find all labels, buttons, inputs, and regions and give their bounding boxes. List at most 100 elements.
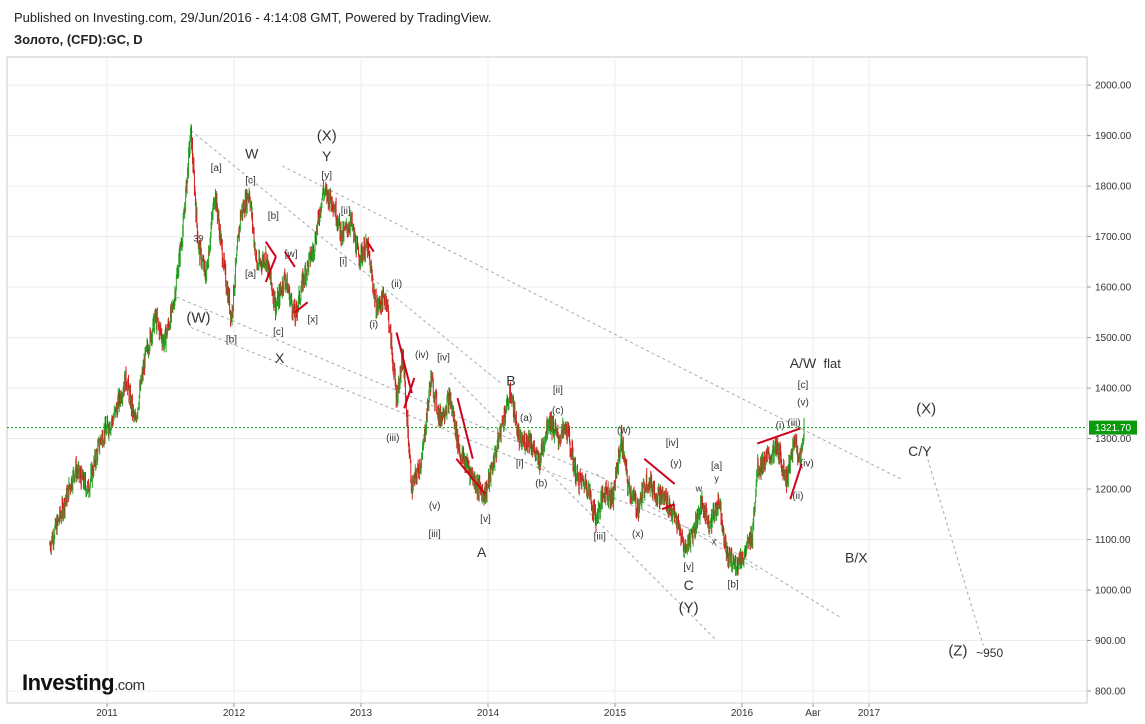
wave-label: (y) [670, 458, 682, 469]
y-tick-label: 1100.00 [1095, 535, 1131, 546]
wave-line [294, 301, 309, 314]
wave-label: (iii) [386, 433, 399, 444]
wave-label: (b) [535, 479, 547, 490]
wave-label: x [712, 537, 717, 547]
wave-label: (a) [520, 413, 532, 424]
wave-lines [264, 241, 803, 511]
x-tick-label: 2016 [731, 708, 754, 719]
wave-line [366, 241, 375, 253]
wave-label: [c] [273, 327, 284, 338]
y-tick-label: 1900.00 [1095, 131, 1132, 142]
wave-label: [i] [339, 256, 347, 267]
wave-label: [iii] [594, 532, 606, 543]
wave-line [455, 458, 487, 495]
wave-label: (v) [797, 398, 809, 409]
wave-label: [a] [245, 269, 256, 280]
wave-label: y [714, 473, 719, 483]
wave-line [403, 377, 416, 409]
wave-line [283, 251, 296, 268]
trend-line [713, 539, 842, 619]
x-tick-label: 2011 [96, 708, 118, 719]
y-tick-label: 1300.00 [1095, 434, 1132, 445]
wave-label: (W) [186, 309, 210, 326]
wave-line [395, 332, 413, 394]
wave-label: (Y) [679, 600, 699, 617]
y-tick-label: 1600.00 [1095, 283, 1132, 294]
wave-line [661, 503, 676, 511]
wave-line [264, 256, 277, 283]
investing-logo: Investing.com [22, 670, 145, 696]
trend-line [449, 372, 717, 641]
logo-suffix: .com [114, 677, 145, 694]
wave-label: [ii] [341, 206, 351, 217]
wave-label: w [695, 484, 703, 494]
wave-label: C/Y [908, 443, 932, 459]
wave-label: A/W [790, 355, 817, 371]
wave-line [756, 427, 801, 445]
wave-label: (w) [617, 426, 631, 437]
wave-label: [iv] [437, 352, 450, 363]
y-tick-label: 1400.00 [1095, 384, 1132, 395]
wave-label: (iii) [787, 418, 800, 429]
price-label-box [1089, 420, 1137, 435]
x-tick-label: 2014 [477, 708, 500, 719]
wave-label: (Z) [948, 643, 967, 660]
wave-label: [b] [268, 211, 279, 222]
trend-line [282, 165, 901, 480]
wave-label: (x) [632, 529, 644, 540]
wave-label: [y] [321, 171, 332, 182]
wave-label: A [477, 544, 487, 560]
wave-label: B/X [845, 549, 868, 565]
trend-lines [176, 130, 984, 646]
x-tick-label: 2012 [223, 708, 246, 719]
y-tick-label: 1700.00 [1095, 232, 1132, 243]
wave-line [643, 457, 676, 485]
wave-label: [x] [307, 314, 318, 325]
wave-line [264, 241, 277, 258]
published-caption: Published on Investing.com, 29/Jun/2016 … [14, 10, 492, 25]
y-tick-label: 900.00 [1095, 636, 1126, 647]
wave-label: [b] [226, 335, 237, 346]
chart-frame [6, 56, 1088, 704]
wave-label: flat [823, 356, 841, 371]
wave-label: ~950 [976, 646, 1003, 660]
wave-label: (X) [317, 128, 337, 145]
wave-label: (ii) [792, 491, 803, 502]
wave-label: (i) [369, 319, 378, 330]
wave-label: X [275, 350, 285, 366]
symbol-title: Золото, (CFD):GC, D [14, 32, 143, 47]
trend-line [190, 130, 502, 384]
wave-label: W [245, 145, 259, 161]
y-tick-label: 2000.00 [1095, 81, 1132, 92]
wave-label: (v) [429, 501, 441, 512]
wave-line [789, 463, 803, 500]
wave-label: [ii] [553, 385, 563, 396]
wave-label: [b] [728, 579, 739, 590]
wave-label: [v] [683, 562, 694, 573]
x-tick-label: 2017 [858, 708, 881, 719]
wave-label: [a] [211, 163, 222, 174]
trend-line [925, 453, 984, 646]
y-tick-label: 1000.00 [1095, 586, 1132, 597]
wave-annotations: (X) Y W [y] [c] [a] [ii] [b] 39 [w] [i] [a] (ii) (W) [… [186, 128, 1003, 661]
wave-label: [a] [711, 461, 722, 472]
wave-label: (iv) [415, 350, 429, 361]
x-tick-label: 2013 [350, 708, 373, 719]
wave-label: [c] [245, 176, 256, 187]
current-price: 1321.70 [7, 420, 1137, 435]
grid [7, 57, 1087, 703]
wave-label: [iii] [429, 529, 441, 540]
wave-label: (i) [776, 420, 785, 431]
y-tick-label: 1500.00 [1095, 333, 1132, 344]
wave-label: [i] [516, 458, 524, 469]
x-tick-label: 2015 [604, 708, 627, 719]
logo-brand: Investing [22, 670, 115, 695]
wave-label: (iv) [800, 458, 814, 469]
trend-line [190, 327, 717, 540]
wave-label: C [684, 577, 694, 593]
wave-label: 39 [193, 234, 203, 244]
y-tick-label: 1800.00 [1095, 182, 1132, 193]
wave-label: (c) [552, 405, 564, 416]
wave-label: (X) [916, 400, 936, 417]
